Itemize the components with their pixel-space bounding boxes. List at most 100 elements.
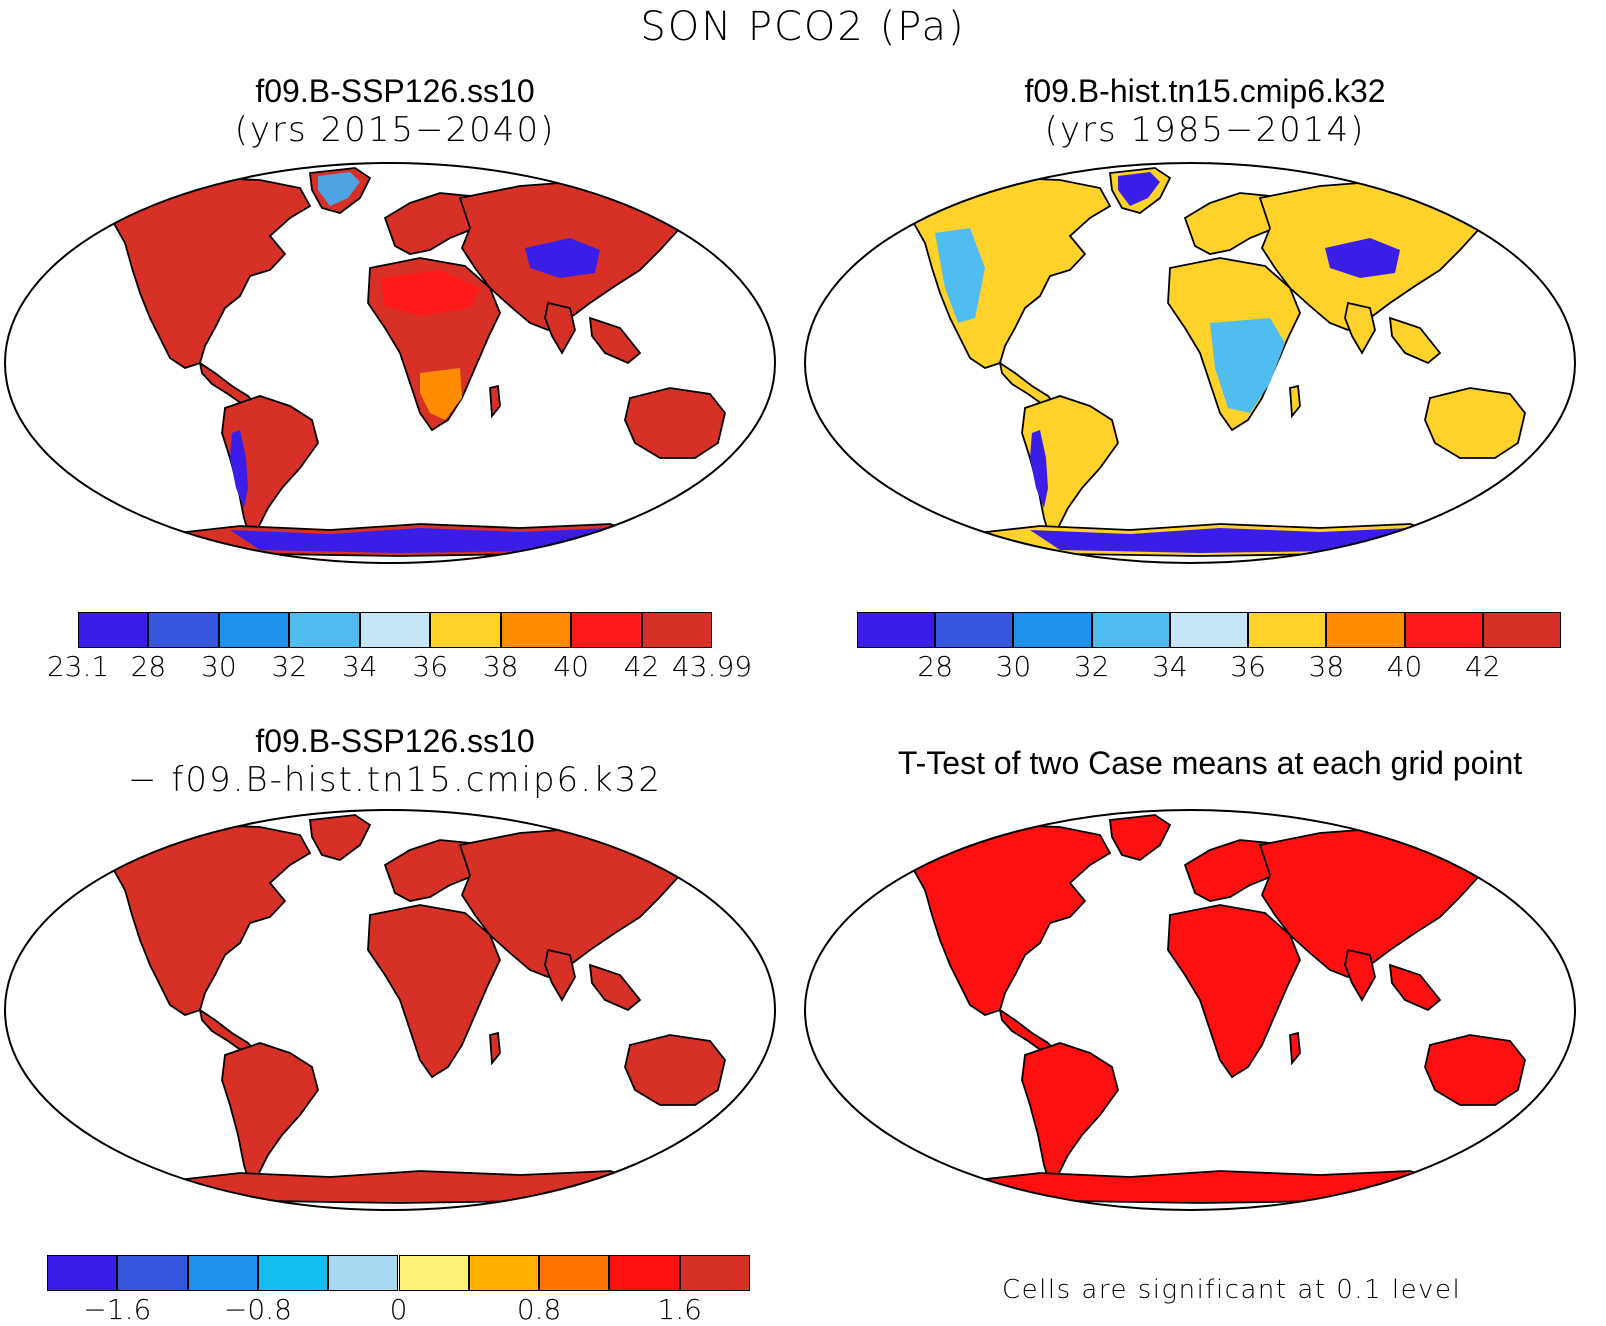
panel-title-bottom-right: T-Test of two Case means at each grid po… bbox=[830, 744, 1590, 782]
colorbar-tick-label: 0.8 bbox=[516, 1293, 562, 1326]
colorbar-tick-label: −0.8 bbox=[223, 1293, 292, 1326]
colorbar-tick-label: 34 bbox=[1152, 650, 1188, 683]
landmass-se-asia bbox=[1388, 963, 1442, 1012]
colorbar-tick-label: 28 bbox=[917, 650, 954, 683]
landmass-australia bbox=[624, 387, 726, 459]
colorbar-box bbox=[609, 1255, 680, 1291]
landmass-australia bbox=[1424, 387, 1526, 459]
landmass-greenland bbox=[1109, 814, 1172, 861]
colorbar-tick-label: 40 bbox=[553, 650, 589, 683]
map-border bbox=[4, 162, 776, 564]
region-southern-africa bbox=[420, 368, 462, 420]
significance-note: Cells are significant at 0.1 level bbox=[1002, 1275, 1462, 1305]
colorbar-bottom-left: −1.6 −0.8 0 0.8 1.6 bbox=[47, 1255, 750, 1326]
region-greenland bbox=[318, 172, 360, 206]
colorbar-tick-label: 36 bbox=[412, 650, 449, 683]
region-andes bbox=[1030, 430, 1048, 508]
colorbar-box bbox=[1169, 612, 1249, 648]
figure-title: SON PCO2 (Pa) bbox=[640, 4, 966, 50]
landmass-india bbox=[544, 948, 576, 1002]
colorbar-box bbox=[47, 1255, 118, 1291]
colorbar-box bbox=[398, 1255, 469, 1291]
landmass-greenland bbox=[309, 814, 372, 861]
landmass-central-america bbox=[998, 1008, 1057, 1054]
panel-years: (yrs 2015−2040) bbox=[234, 110, 556, 150]
panel-case-name: f09.B-SSP126.ss10 bbox=[255, 73, 535, 109]
landmass-madagascar bbox=[489, 1031, 501, 1066]
colorbar-box bbox=[148, 612, 219, 648]
colorbar-top-left: 23.1 28 30 32 34 36 38 40 42 43.99 bbox=[47, 612, 752, 683]
map-land-group bbox=[909, 167, 1526, 557]
colorbar-box bbox=[257, 1255, 329, 1291]
colorbar-box bbox=[218, 612, 290, 648]
colorbar-tick-label: 34 bbox=[341, 650, 378, 683]
landmass-south-america bbox=[1021, 1042, 1119, 1187]
landmass-central-america bbox=[198, 1008, 257, 1054]
colorbar-box bbox=[935, 612, 1014, 648]
colorbar-tick-label: 40 bbox=[1386, 650, 1423, 683]
colorbar-tick-label: −1.6 bbox=[83, 1293, 152, 1326]
map-border bbox=[4, 809, 776, 1211]
map-land-group bbox=[109, 167, 726, 557]
landmass-madagascar bbox=[1289, 384, 1301, 419]
landmass-north-america bbox=[909, 824, 1112, 1016]
colorbar-box bbox=[289, 612, 360, 648]
map-border bbox=[804, 809, 1576, 1211]
landmass-madagascar bbox=[1289, 1031, 1301, 1066]
colorbar-top-right: 28 30 32 34 36 38 40 42 bbox=[857, 612, 1561, 683]
panel-ttest-title: T-Test of two Case means at each grid po… bbox=[897, 745, 1523, 781]
colorbar-tick-label: 32 bbox=[271, 650, 308, 683]
landmass-india bbox=[544, 301, 576, 355]
colorbar-box bbox=[430, 612, 501, 648]
colorbar-box bbox=[1404, 612, 1483, 648]
colorbar-box bbox=[187, 1255, 258, 1291]
colorbar-tick-label: 30 bbox=[201, 650, 237, 683]
map-top-left bbox=[4, 162, 776, 564]
landmass-north-america bbox=[909, 177, 1112, 369]
colorbar-box bbox=[359, 612, 431, 648]
landmass-se-asia bbox=[1388, 316, 1442, 365]
landmass-south-america bbox=[221, 1042, 319, 1187]
colorbar-box bbox=[1248, 612, 1327, 648]
region-tibet bbox=[1325, 238, 1400, 278]
colorbar-tick-label: 36 bbox=[1230, 650, 1266, 683]
colorbar-tick-label: 32 bbox=[1073, 650, 1110, 683]
landmass-north-america bbox=[109, 177, 312, 369]
map-bottom-left bbox=[4, 809, 776, 1211]
landmass-madagascar bbox=[489, 384, 501, 419]
map-land-group bbox=[109, 814, 726, 1204]
panel-title-top-right: f09.B-hist.tn15.cmip6.k32 (yrs 1985−2014… bbox=[955, 72, 1455, 150]
map-border bbox=[804, 162, 1576, 564]
landmass-australia bbox=[624, 1034, 726, 1106]
colorbar-box bbox=[328, 1255, 399, 1291]
landmass-se-asia bbox=[588, 316, 642, 365]
map-land-group bbox=[909, 814, 1526, 1204]
colorbar-box bbox=[539, 1255, 610, 1291]
colorbar-tick-label: 30 bbox=[995, 650, 1032, 683]
region-greenland bbox=[1118, 172, 1160, 206]
colorbar-box bbox=[1091, 612, 1170, 648]
colorbar-box bbox=[571, 612, 642, 648]
panel-case-name: f09.B-SSP126.ss10 bbox=[255, 723, 535, 759]
landmass-north-america bbox=[109, 824, 312, 1016]
colorbar-tick-label: 42 bbox=[623, 650, 660, 683]
colorbar-box bbox=[117, 1255, 188, 1291]
colorbar-box bbox=[679, 1255, 750, 1291]
region-tibet bbox=[525, 238, 600, 278]
landmass-india bbox=[1344, 948, 1376, 1002]
colorbar-tick-label: 42 bbox=[1464, 650, 1501, 683]
region-central-africa bbox=[1210, 318, 1285, 413]
colorbar-tick-label: 23.1 bbox=[46, 650, 110, 683]
landmass-india bbox=[1344, 301, 1376, 355]
colorbar-box bbox=[641, 612, 712, 648]
panel-title-top-left: f09.B-SSP126.ss10 (yrs 2015−2040) bbox=[195, 72, 595, 150]
colorbar-box bbox=[468, 1255, 540, 1291]
landmass-se-asia bbox=[588, 963, 642, 1012]
panel-years: (yrs 1985−2014) bbox=[1044, 110, 1366, 150]
map-bottom-right bbox=[804, 809, 1576, 1211]
colorbar-box bbox=[1482, 612, 1561, 648]
landmass-central-america bbox=[198, 361, 257, 407]
panel-difference-label: − f09.B-hist.tn15.cmip6.k32 bbox=[128, 760, 662, 800]
region-sahara bbox=[380, 270, 480, 316]
colorbar-tick-label: 1.6 bbox=[657, 1293, 702, 1326]
